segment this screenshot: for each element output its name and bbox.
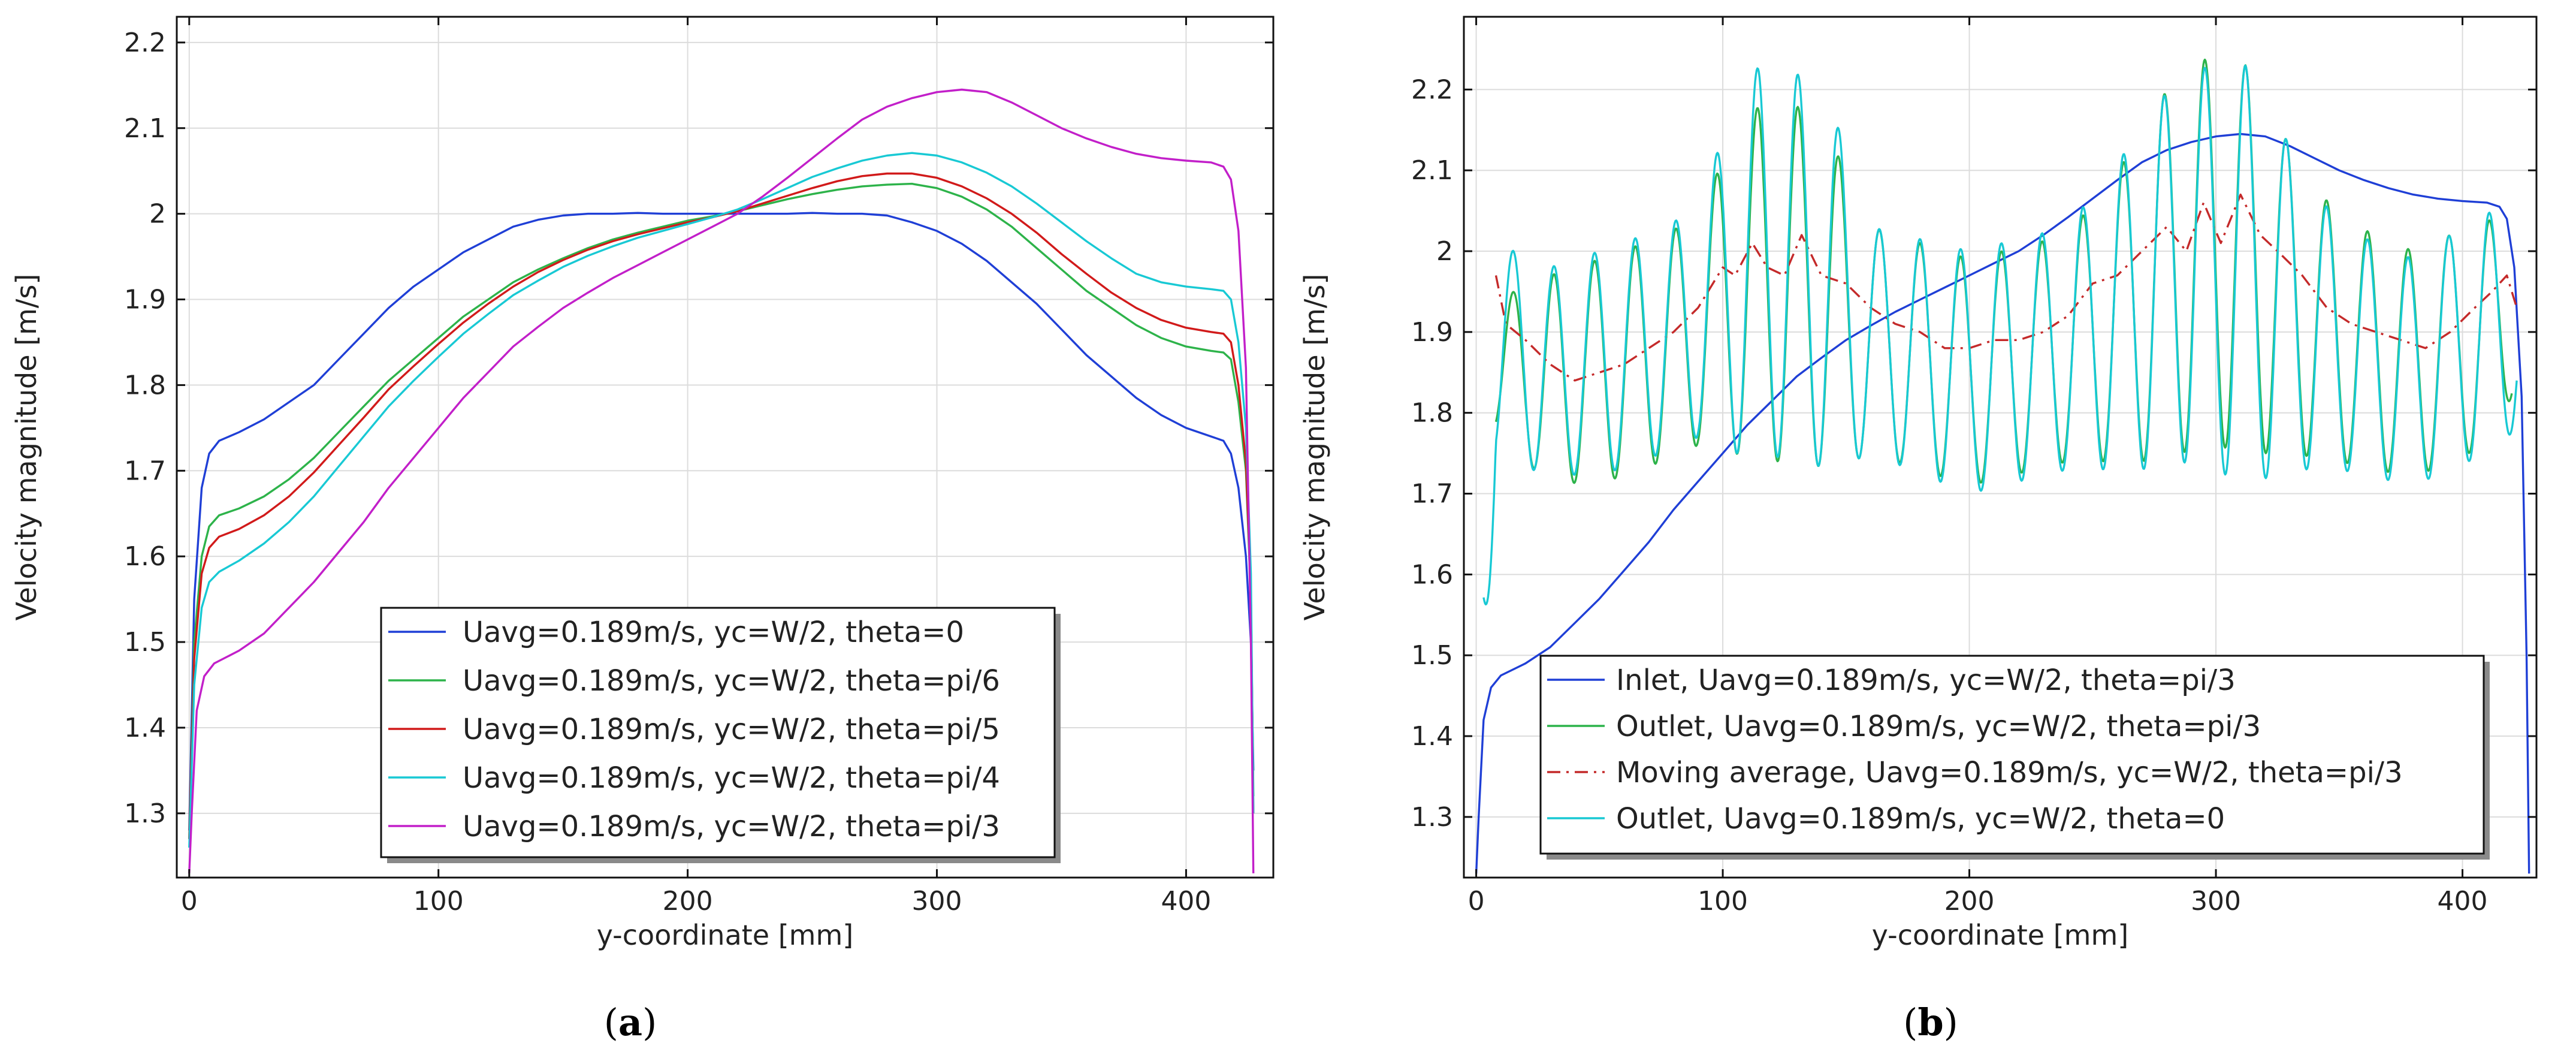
x-ticks-a: 0 100 200 300 400 <box>181 17 1211 917</box>
x-axis-label-b: y-coordinate [mm] <box>1872 919 2129 951</box>
y-tick-label: 2.1 <box>1411 155 1453 186</box>
y-tick-label: 1.9 <box>124 285 166 315</box>
legend-label-2: Outlet, Uavg=0.189m/s, yc=W/2, theta=pi/… <box>1616 710 2261 743</box>
series-line-2 <box>1494 58 2513 484</box>
plot-frame-a <box>176 16 1275 879</box>
y-axis-label-b: Velocity magnitude [m/s] <box>1298 274 1331 621</box>
x-axis-label-a: y-coordinate [mm] <box>597 919 854 951</box>
legend-label-5: Uavg=0.189m/s, yc=W/2, theta=pi/3 <box>463 810 1000 843</box>
y-tick-label: 1.4 <box>124 713 166 743</box>
panel-label-a: (a) <box>604 1000 657 1044</box>
x-tick-label: 400 <box>2438 886 2488 917</box>
x-tick-label: 200 <box>1944 886 1995 917</box>
legend-label-3: Moving average, Uavg=0.189m/s, yc=W/2, t… <box>1616 756 2403 789</box>
y-tick-label: 1.7 <box>1411 479 1453 510</box>
chart-panel-b: 1.3 1.4 1.5 1.6 1.7 1.8 1.9 2 2.1 2.2 0 100 200 300 4… <box>1298 16 2538 1044</box>
series-line-4 <box>1482 64 2518 605</box>
panel-letter-a: a <box>618 1000 642 1044</box>
y-tick-label: 1.6 <box>124 541 166 572</box>
y-tick-label: 1.4 <box>1411 721 1453 752</box>
series-lines-b <box>1475 58 2530 874</box>
x-tick-label: 300 <box>2191 886 2241 917</box>
series-line-5 <box>188 88 1255 873</box>
y-tick-label: 2.2 <box>1411 74 1453 105</box>
y-axis-label-a: Velocity magnitude [m/s] <box>10 274 43 621</box>
y-ticks-b: 1.3 1.4 1.5 1.6 1.7 1.8 1.9 2 2.1 2.2 <box>1411 74 2536 833</box>
series-line-4 <box>188 152 1255 848</box>
x-tick-label: 100 <box>413 886 464 917</box>
legend-label-4: Uavg=0.189m/s, yc=W/2, theta=pi/4 <box>463 761 1000 795</box>
y-tick-label: 1.8 <box>124 370 166 400</box>
legend-label-1: Inlet, Uavg=0.189m/s, yc=W/2, theta=pi/3 <box>1616 664 2236 697</box>
series-line-1 <box>1475 132 2530 874</box>
legend-box-b <box>1539 655 2485 855</box>
y-tick-label: 2 <box>1436 236 1453 267</box>
y-tick-label: 1.9 <box>1411 317 1453 348</box>
x-tick-label: 400 <box>1161 886 1211 917</box>
chart-panel-a: 1.3 1.4 1.5 1.6 1.7 1.8 1.9 2 2.1 2.2 0 100 200 300 4… <box>10 16 1275 1044</box>
panel-letter-b: b <box>1917 1000 1943 1044</box>
y-ticks-a: 1.3 1.4 1.5 1.6 1.7 1.8 1.9 2 2.1 2.2 <box>124 28 1273 829</box>
x-tick-label: 0 <box>181 886 198 917</box>
series-line-3 <box>188 172 1255 839</box>
series-lines-a <box>188 88 1255 873</box>
x-tick-label: 200 <box>663 886 713 917</box>
y-tick-label: 2.1 <box>124 113 166 144</box>
legend-box-a <box>380 607 1056 858</box>
x-tick-label: 0 <box>1468 886 1485 917</box>
y-tick-label: 2.2 <box>124 28 166 58</box>
y-tick-label: 1.6 <box>1411 559 1453 590</box>
legend-a: Uavg=0.189m/s, yc=W/2, theta=0 Uavg=0.189… <box>380 607 1061 863</box>
y-tick-label: 2 <box>149 199 166 230</box>
x-tick-label: 100 <box>1698 886 1748 917</box>
legend-label-4: Outlet, Uavg=0.189m/s, yc=W/2, theta=0 <box>1616 802 2225 836</box>
panel-label-b: (b) <box>1903 1000 1958 1044</box>
y-tick-label: 1.3 <box>124 798 166 829</box>
series-line-3 <box>1494 193 2518 382</box>
legend-label-1: Uavg=0.189m/s, yc=W/2, theta=0 <box>463 616 964 649</box>
legend-label-2: Uavg=0.189m/s, yc=W/2, theta=pi/6 <box>463 664 1000 698</box>
y-tick-label: 1.7 <box>124 456 166 486</box>
x-ticks-b: 0 100 200 300 400 <box>1468 17 2488 917</box>
y-tick-label: 1.8 <box>1411 398 1453 429</box>
y-tick-label: 1.3 <box>1411 802 1453 833</box>
plot-frame-b <box>1463 16 2538 879</box>
legend-b: Inlet, Uavg=0.189m/s, yc=W/2, theta=pi/3… <box>1539 655 2490 860</box>
x-tick-label: 300 <box>912 886 962 917</box>
y-tick-label: 1.5 <box>124 627 166 658</box>
legend-label-3: Uavg=0.189m/s, yc=W/2, theta=pi/5 <box>463 713 1000 746</box>
y-tick-label: 1.5 <box>1411 640 1453 671</box>
